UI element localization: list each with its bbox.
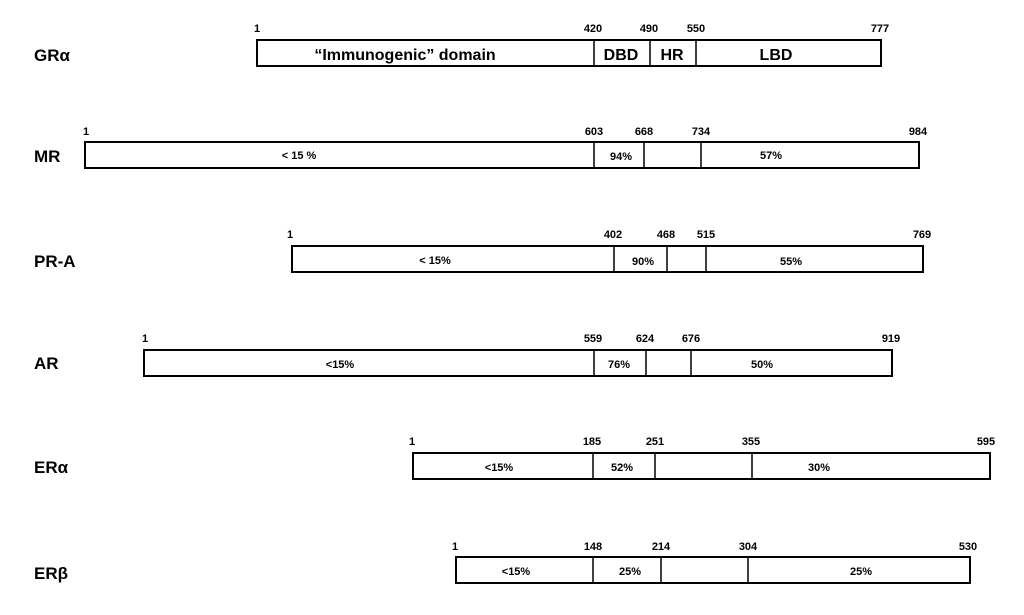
segment-label: 25%: [619, 566, 641, 578]
receptor-label: AR: [34, 354, 59, 373]
position-label: 734: [692, 126, 711, 138]
receptor-label: MR: [34, 147, 60, 166]
segment-label: 25%: [850, 566, 872, 578]
segment-label: 57%: [760, 150, 782, 162]
domain-label: DBD: [604, 47, 639, 64]
position-label: 148: [584, 541, 602, 553]
position-label: 251: [646, 436, 664, 448]
position-label: 515: [697, 229, 715, 241]
receptor-label: PR-A: [34, 252, 76, 271]
position-label: 1: [142, 333, 148, 345]
segment-label: <15%: [502, 566, 531, 578]
segment-label: 50%: [751, 359, 773, 371]
position-label: 490: [640, 23, 658, 35]
position-label: 402: [604, 229, 622, 241]
position-label: 624: [636, 333, 655, 345]
segment-label: 52%: [611, 462, 633, 474]
receptor-label: GRα: [34, 46, 71, 65]
protein-bar: [455, 556, 971, 584]
protein-bar: [291, 245, 924, 273]
receptor-row-gr-alpha: GRα 1 420 490 550 777 “Immunogenic” doma…: [34, 23, 889, 67]
position-label: 676: [682, 333, 700, 345]
domain-label: HR: [660, 47, 684, 64]
segment-label: 76%: [608, 359, 630, 371]
receptor-row-er-beta: ERβ 1 148 214 304 530 <15% 25% 25%: [34, 541, 977, 584]
protein-bar: [256, 39, 882, 67]
position-label: 530: [959, 541, 977, 553]
segment-label: 55%: [780, 256, 802, 268]
receptor-row-ar: AR 1 559 624 676 919 <15% 76% 50%: [34, 333, 900, 377]
position-label: 1: [452, 541, 458, 553]
position-label: 304: [739, 541, 758, 553]
position-label: 550: [687, 23, 705, 35]
position-label: 214: [652, 541, 671, 553]
receptor-row-mr: MR 1 603 668 734 984 < 15 % 94% 57%: [34, 126, 928, 169]
position-label: 1: [83, 126, 89, 138]
segment-label: <15%: [326, 359, 355, 371]
protein-bar: [412, 452, 991, 480]
protein-bar: [143, 349, 893, 377]
position-label: 595: [977, 436, 995, 448]
segment-label: 30%: [808, 462, 830, 474]
receptor-row-pr-a: PR-A 1 402 468 515 769 < 15% 90% 55%: [34, 229, 931, 273]
receptor-label: ERα: [34, 458, 69, 477]
segment-label: 90%: [632, 256, 654, 268]
segment-label: < 15%: [419, 255, 451, 267]
position-label: 559: [584, 333, 602, 345]
position-label: 984: [909, 126, 928, 138]
receptor-label: ERβ: [34, 564, 68, 583]
protein-bar: [84, 141, 920, 169]
position-label: 420: [584, 23, 602, 35]
position-label: 468: [657, 229, 675, 241]
position-label: 1: [287, 229, 293, 241]
position-label: 355: [742, 436, 760, 448]
position-label: 919: [882, 333, 900, 345]
position-label: 1: [254, 23, 260, 35]
position-label: 603: [585, 126, 603, 138]
position-label: 185: [583, 436, 601, 448]
position-label: 1: [409, 436, 415, 448]
position-label: 777: [871, 23, 889, 35]
segment-label: 94%: [610, 151, 632, 163]
receptor-row-er-alpha: ERα 1 185 251 355 595 <15% 52% 30%: [34, 436, 995, 480]
domain-label: “Immunogenic” domain: [314, 47, 495, 64]
segment-label: <15%: [485, 462, 514, 474]
segment-label: < 15 %: [282, 150, 317, 162]
position-label: 769: [913, 229, 931, 241]
domain-label: LBD: [760, 47, 793, 64]
position-label: 668: [635, 126, 653, 138]
